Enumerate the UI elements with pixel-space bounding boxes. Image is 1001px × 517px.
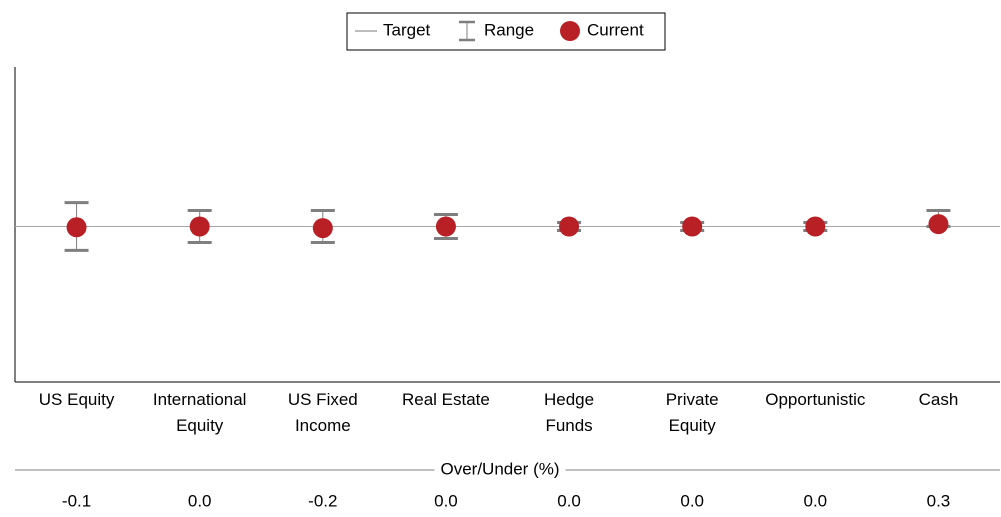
x-tick-label: International Equity xyxy=(152,390,247,435)
current-dot xyxy=(312,218,333,239)
legend-current-swatch xyxy=(560,21,580,41)
x-tick-label: US Fixed Income xyxy=(287,390,358,435)
x-tick-label: Cash xyxy=(918,390,959,409)
legend-label: Current xyxy=(587,20,644,39)
value-label: 0.0 xyxy=(434,491,458,510)
current-dot xyxy=(435,216,456,237)
legend-box xyxy=(346,12,666,51)
x-tick-label: US Equity xyxy=(38,390,115,409)
value-label: 0.0 xyxy=(188,491,212,510)
x-tick-label: Private Equity xyxy=(665,390,719,435)
x-tick-label: Opportunistic xyxy=(765,390,866,409)
value-label: -0.2 xyxy=(308,491,337,510)
value-label: 0.0 xyxy=(680,491,704,510)
current-dot xyxy=(66,217,87,238)
x-tick-label: Hedge Funds xyxy=(544,390,595,435)
value-label: 0.3 xyxy=(927,491,951,510)
table-header: Over/Under (%) xyxy=(440,459,559,478)
current-dot xyxy=(805,216,826,237)
value-label: 0.0 xyxy=(557,491,581,510)
legend-label: Target xyxy=(383,20,431,39)
current-dot xyxy=(928,214,949,235)
legend-label: Range xyxy=(484,20,534,39)
current-dot xyxy=(559,216,580,237)
x-tick-label: Real Estate xyxy=(401,390,490,409)
current-dot xyxy=(682,216,703,237)
value-label: 0.0 xyxy=(803,491,827,510)
value-label: -0.1 xyxy=(62,491,91,510)
current-dot xyxy=(189,216,210,237)
